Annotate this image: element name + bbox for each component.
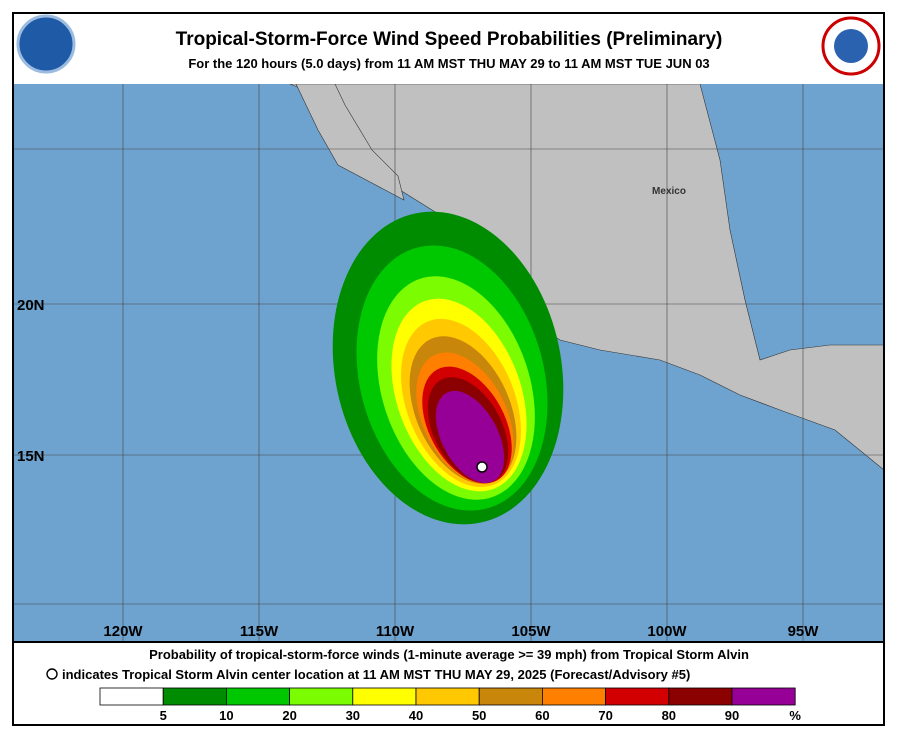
footer-line1: Probability of tropical-storm-force wind…: [149, 647, 749, 662]
longitude-label: 95W: [788, 623, 820, 640]
longitude-label: 105W: [511, 623, 551, 640]
legend-swatch: [605, 687, 670, 706]
legend-label: 70: [598, 708, 612, 723]
legend-swatch: [478, 687, 543, 706]
graticule: 120W 115W 110W 105W 100W 95W 20N 15N: [13, 84, 884, 642]
baja-land: [295, 83, 405, 201]
probability-area: [435, 390, 505, 484]
legend-label: 40: [409, 708, 423, 723]
latitude-label: 15N: [17, 448, 45, 465]
legend-label: 60: [535, 708, 549, 723]
legend-label: 5: [160, 708, 167, 723]
longitude-label: 100W: [647, 623, 687, 640]
legend-label: 10: [219, 708, 233, 723]
place-label: Mexico: [652, 186, 686, 197]
storm-center: [476, 461, 488, 473]
legend-label: 30: [346, 708, 360, 723]
legend: 5 10 20 30 40 50 60 70 80 90%: [99, 687, 801, 723]
header: [13, 13, 884, 84]
legend-label: 50: [472, 708, 486, 723]
frame: [12, 12, 885, 726]
legend-swatch: [542, 687, 607, 706]
map: 120W 115W 110W 105W 100W 95W 20N 15N Mexico: [13, 83, 885, 642]
legend-swatch: [668, 687, 733, 706]
footer-line2: indicates Tropical Storm Alvin center lo…: [62, 667, 690, 682]
legend-swatch: [352, 687, 417, 706]
probability-areas: [332, 211, 564, 525]
legend-swatch: [289, 687, 354, 706]
longitude-label: 120W: [103, 623, 143, 640]
subtitle: For the 120 hours (5.0 days) from 11 AM …: [188, 56, 709, 71]
legend-swatch: [415, 687, 480, 706]
longitude-label: 115W: [240, 623, 279, 640]
legend-swatch: [225, 687, 290, 706]
center-symbol: [46, 668, 58, 680]
legend-swatch: [162, 687, 227, 706]
noaa-logo: [16, 14, 76, 74]
longitude-label: 110W: [376, 623, 415, 640]
legend-unit: %: [789, 708, 801, 723]
footer: [13, 642, 884, 725]
title: Tropical-Storm-Force Wind Speed Probabil…: [176, 29, 723, 50]
latitude-label: 20N: [17, 297, 45, 314]
nws-logo-inner: [834, 29, 868, 63]
legend-label: 20: [282, 708, 296, 723]
legend-label: 90: [725, 708, 739, 723]
legend-swatch: [99, 687, 164, 706]
legend-swatch: [731, 687, 796, 706]
legend-label: 80: [662, 708, 676, 723]
